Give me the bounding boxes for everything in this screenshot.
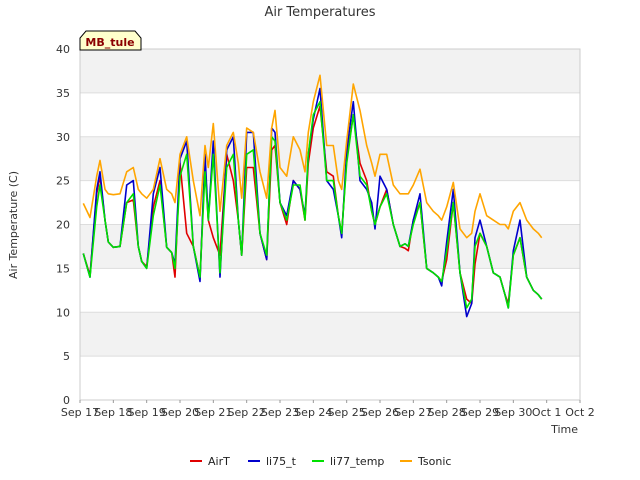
- series-line-tsonic: [82, 74, 543, 239]
- y-tick-label: 20: [56, 219, 70, 232]
- x-tick-label: Sep 28: [428, 406, 466, 419]
- legend-label: Tsonic: [417, 455, 451, 468]
- y-tick-label: 40: [56, 43, 70, 56]
- x-tick-label: Sep 27: [394, 406, 432, 419]
- x-tick-label: Sep 29: [461, 406, 499, 419]
- x-tick-label: Oct 2: [565, 406, 595, 419]
- x-tick-label: Sep 30: [494, 406, 532, 419]
- x-axis-label: Time: [550, 423, 578, 436]
- x-tick-label: Sep 21: [194, 406, 232, 419]
- site-badge-label: MB_tule: [85, 36, 134, 49]
- y-tick-labels: 0 5 10 15 20 25 30 35 40: [56, 43, 70, 407]
- y-tick-label: 30: [56, 131, 70, 144]
- y-tick-label: 10: [56, 306, 70, 319]
- plot-band: [80, 49, 580, 93]
- plot-band: [80, 92, 580, 137]
- plot-band: [80, 224, 580, 269]
- x-tick-label: Sep 19: [128, 406, 166, 419]
- y-tick-label: 15: [56, 262, 70, 275]
- y-tick-label: 25: [56, 175, 70, 188]
- legend-label: AirT: [208, 455, 230, 468]
- series-lines: [82, 74, 543, 318]
- legend: AirT li75_t li77_temp Tsonic: [190, 455, 451, 468]
- plot-band: [80, 268, 580, 313]
- y-tick-label: 5: [63, 350, 70, 363]
- x-tick-label: Sep 23: [261, 406, 299, 419]
- x-tick-label: Sep 26: [361, 406, 399, 419]
- x-tick-label: Sep 25: [328, 406, 366, 419]
- x-tick-label: Oct 1: [532, 406, 562, 419]
- plot-band: [80, 356, 580, 400]
- x-tick-label: Sep 18: [94, 406, 132, 419]
- plot-band: [80, 312, 580, 357]
- series-line-li77-temp: [82, 100, 543, 309]
- legend-label: li77_temp: [330, 455, 384, 468]
- x-tick-label: Sep 17: [61, 406, 99, 419]
- series-line-airt: [82, 105, 543, 305]
- y-axis-label: Air Temperature (C): [7, 171, 20, 279]
- plot-frame: [79, 48, 581, 401]
- site-badge: MB_tule: [79, 30, 142, 51]
- chart-title: Air Temperatures: [264, 5, 375, 20]
- y-tick-label: 0: [63, 394, 70, 407]
- legend-label: li75_t: [266, 455, 297, 468]
- site-badge-box: [79, 30, 142, 51]
- x-tick-label: Sep 22: [228, 406, 266, 419]
- x-tick-label: Sep 24: [294, 406, 332, 419]
- y-tick-label: 35: [56, 87, 70, 100]
- x-tick-label: Sep 20: [161, 406, 199, 419]
